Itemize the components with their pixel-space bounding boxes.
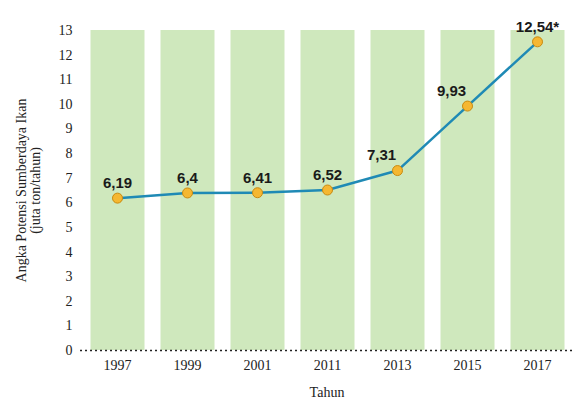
svg-text:10: 10: [59, 97, 73, 112]
svg-text:13: 13: [59, 23, 73, 38]
svg-text:6,52: 6,52: [313, 166, 342, 183]
svg-text:7: 7: [66, 171, 73, 186]
svg-text:6,19: 6,19: [103, 174, 132, 191]
svg-text:1997: 1997: [104, 358, 132, 373]
svg-text:Tahun: Tahun: [310, 385, 345, 400]
svg-text:Angka Potensi Sumberdaya Ikan(: Angka Potensi Sumberdaya Ikan(juta ton/t…: [14, 99, 44, 283]
svg-text:2: 2: [66, 294, 73, 309]
svg-text:4: 4: [66, 245, 73, 260]
svg-text:2001: 2001: [244, 358, 272, 373]
svg-text:8: 8: [66, 146, 73, 161]
svg-text:2017: 2017: [524, 358, 552, 373]
svg-text:6,41: 6,41: [243, 169, 272, 186]
svg-text:9,93: 9,93: [437, 82, 466, 99]
svg-text:12,54*: 12,54*: [516, 18, 560, 35]
svg-text:12: 12: [59, 48, 73, 63]
svg-text:1: 1: [66, 318, 73, 333]
svg-text:9: 9: [66, 121, 73, 136]
svg-text:6: 6: [66, 195, 73, 210]
svg-text:6,4: 6,4: [177, 169, 199, 186]
svg-text:2015: 2015: [454, 358, 482, 373]
svg-text:11: 11: [59, 72, 72, 87]
svg-text:3: 3: [66, 269, 73, 284]
svg-text:2013: 2013: [384, 358, 412, 373]
svg-text:5: 5: [66, 220, 73, 235]
svg-text:7,31: 7,31: [367, 146, 396, 163]
svg-text:2011: 2011: [314, 358, 341, 373]
svg-text:1999: 1999: [174, 358, 202, 373]
svg-text:0: 0: [66, 343, 73, 358]
